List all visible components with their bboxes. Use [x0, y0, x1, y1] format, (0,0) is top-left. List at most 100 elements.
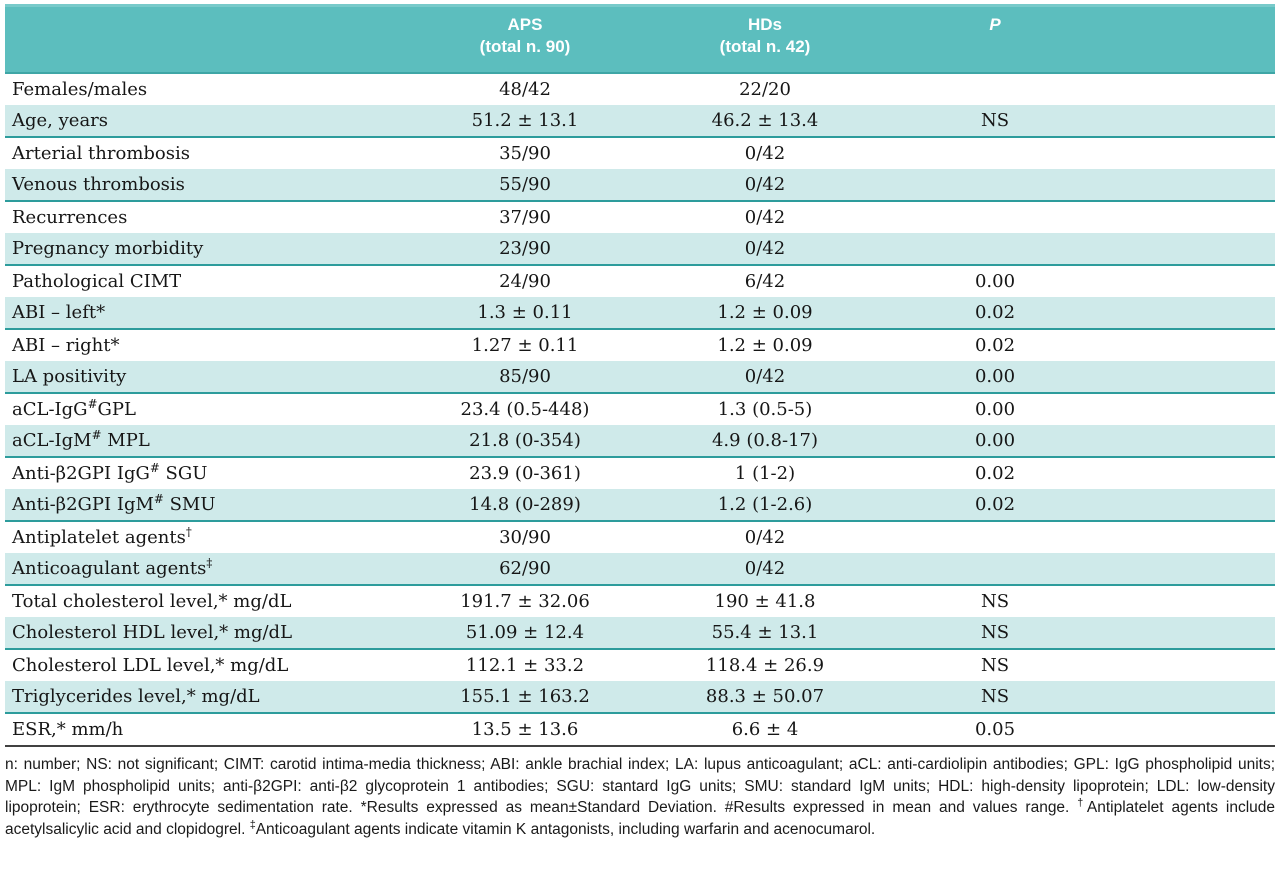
- spacer-cell: [1090, 137, 1275, 169]
- aps-value: 23/90: [499, 238, 551, 259]
- aps-value: 191.7 ± 32.06: [460, 591, 590, 612]
- p-value: 0.02: [974, 463, 1016, 484]
- table-row: Age, years 51.2 ± 13.1 46.2 ± 13.4 NS: [5, 105, 1275, 137]
- hds-value: 88.3 ± 50.07: [705, 686, 825, 707]
- hds-value: 6/42: [744, 271, 786, 292]
- table-row: ABI – right* 1.27 ± 0.11 1.2 ± 0.09 0.02: [5, 329, 1275, 361]
- p-value: 0.02: [974, 494, 1016, 515]
- aps-value: 30/90: [499, 527, 551, 548]
- row-label: Total cholesterol level,* mg/dL: [12, 591, 292, 612]
- row-label: Anti-β2GPI IgM# SMU: [12, 492, 216, 515]
- aps-value: 35/90: [499, 143, 551, 164]
- hds-value: 6.6 ± 4: [731, 719, 799, 740]
- col-header-aps-line1: APS: [507, 15, 543, 34]
- hds-value: 0/42: [744, 527, 786, 548]
- col-header-hds: HDs (total n. 42): [630, 4, 900, 74]
- row-label: LA positivity: [12, 366, 127, 387]
- hds-value: 0/42: [744, 238, 786, 259]
- table-row: aCL-IgM# MPL 21.8 (0-354) 4.9 (0.8-17) 0.00: [5, 425, 1275, 457]
- table-header: APS (total n. 90) HDs (total n. 42) P: [5, 4, 1275, 74]
- spacer-cell: [1090, 617, 1275, 649]
- clinical-comparison-table: APS (total n. 90) HDs (total n. 42) P Fe…: [5, 4, 1275, 747]
- aps-value: 155.1 ± 163.2: [460, 686, 590, 707]
- col-header-p-line1: P: [989, 15, 1001, 34]
- table-row: Cholesterol LDL level,* mg/dL 112.1 ± 33.…: [5, 649, 1275, 681]
- col-header-aps-line2: (total n. 90): [479, 37, 571, 56]
- spacer-cell: [1090, 713, 1275, 746]
- table-row: Pregnancy morbidity 23/90 0/42: [5, 233, 1275, 265]
- p-value: 0.00: [974, 430, 1016, 451]
- aps-value: 112.1 ± 33.2: [465, 655, 585, 676]
- hds-value: 1.3 (0.5-5): [717, 399, 813, 420]
- spacer-cell: [1090, 521, 1275, 553]
- row-label: Arterial thrombosis: [12, 143, 190, 164]
- hds-value: 4.9 (0.8-17): [711, 430, 818, 451]
- col-header-label: [5, 4, 420, 74]
- aps-value: 14.8 (0-289): [469, 494, 581, 515]
- footnote: n: number; NS: not significant; CIMT: ca…: [5, 756, 1276, 838]
- row-label: Age, years: [12, 110, 109, 131]
- row-label: Anticoagulant agents‡: [12, 556, 213, 579]
- aps-value: 51.2 ± 13.1: [471, 110, 579, 131]
- row-label: ABI – right*: [12, 335, 120, 356]
- table-row: Anti-β2GPI IgM# SMU 14.8 (0-289) 1.2 (1-2.…: [5, 489, 1275, 521]
- p-value: [900, 201, 1090, 233]
- spacer-cell: [1090, 265, 1275, 297]
- table-row: Total cholesterol level,* mg/dL 191.7 ± 3…: [5, 585, 1275, 617]
- table-row: ABI – left* 1.3 ± 0.11 1.2 ± 0.09 0.02: [5, 297, 1275, 329]
- spacer-cell: [1090, 489, 1275, 521]
- row-label: Cholesterol HDL level,* mg/dL: [12, 622, 293, 643]
- col-header-spacer: [1090, 4, 1275, 74]
- spacer-cell: [1090, 457, 1275, 489]
- row-label: Pregnancy morbidity: [12, 238, 204, 259]
- table-row: aCL-IgG#GPL 23.4 (0.5-448) 1.3 (0.5-5) 0.00: [5, 393, 1275, 425]
- p-value: 0.02: [974, 302, 1016, 323]
- col-header-hds-line1: HDs: [747, 15, 782, 34]
- aps-value: 23.9 (0-361): [469, 463, 581, 484]
- p-value: 0.00: [974, 399, 1016, 420]
- aps-value: 1.3 ± 0.11: [477, 302, 573, 323]
- header-row: APS (total n. 90) HDs (total n. 42) P: [5, 4, 1275, 74]
- hds-value: 1.2 ± 0.09: [717, 302, 813, 323]
- col-header-hds-line2: (total n. 42): [719, 37, 811, 56]
- aps-value: 23.4 (0.5-448): [460, 399, 590, 420]
- p-value: [900, 169, 1090, 201]
- aps-value: 85/90: [499, 366, 551, 387]
- p-value: 0.02: [974, 335, 1016, 356]
- hds-value: 190 ± 41.8: [714, 591, 816, 612]
- p-value: NS: [980, 591, 1010, 612]
- p-value: [900, 521, 1090, 553]
- row-label: Antiplatelet agents†: [12, 525, 192, 548]
- aps-value: 1.27 ± 0.11: [471, 335, 579, 356]
- aps-value: 51.09 ± 12.4: [465, 622, 585, 643]
- p-value: [900, 73, 1090, 105]
- p-value: NS: [980, 686, 1010, 707]
- row-label: Pathological CIMT: [12, 271, 182, 292]
- p-value: [900, 553, 1090, 585]
- p-value: NS: [980, 622, 1010, 643]
- row-label: Anti-β2GPI IgG# SGU: [12, 461, 208, 484]
- hds-value: 0/42: [744, 558, 786, 579]
- hds-value: 22/20: [739, 79, 791, 100]
- p-value: NS: [980, 655, 1010, 676]
- table-row: Antiplatelet agents† 30/90 0/42: [5, 521, 1275, 553]
- table-row: LA positivity 85/90 0/42 0.00: [5, 361, 1275, 393]
- p-value: 0.05: [974, 719, 1016, 740]
- table-row: Venous thrombosis 55/90 0/42: [5, 169, 1275, 201]
- spacer-cell: [1090, 553, 1275, 585]
- col-header-aps: APS (total n. 90): [420, 4, 630, 74]
- hds-value: 46.2 ± 13.4: [711, 110, 819, 131]
- spacer-cell: [1090, 105, 1275, 137]
- hds-value: 118.4 ± 26.9: [705, 655, 825, 676]
- hds-value: 0/42: [744, 143, 786, 164]
- hds-value: 0/42: [744, 207, 786, 228]
- spacer-cell: [1090, 233, 1275, 265]
- p-value: [900, 137, 1090, 169]
- row-label: aCL-IgG#GPL: [12, 397, 136, 420]
- spacer-cell: [1090, 73, 1275, 105]
- row-label: aCL-IgM# MPL: [12, 428, 150, 451]
- row-label: Triglycerides level,* mg/dL: [12, 686, 260, 707]
- spacer-cell: [1090, 297, 1275, 329]
- table-row: Cholesterol HDL level,* mg/dL 51.09 ± 12.…: [5, 617, 1275, 649]
- p-value: 0.00: [974, 271, 1016, 292]
